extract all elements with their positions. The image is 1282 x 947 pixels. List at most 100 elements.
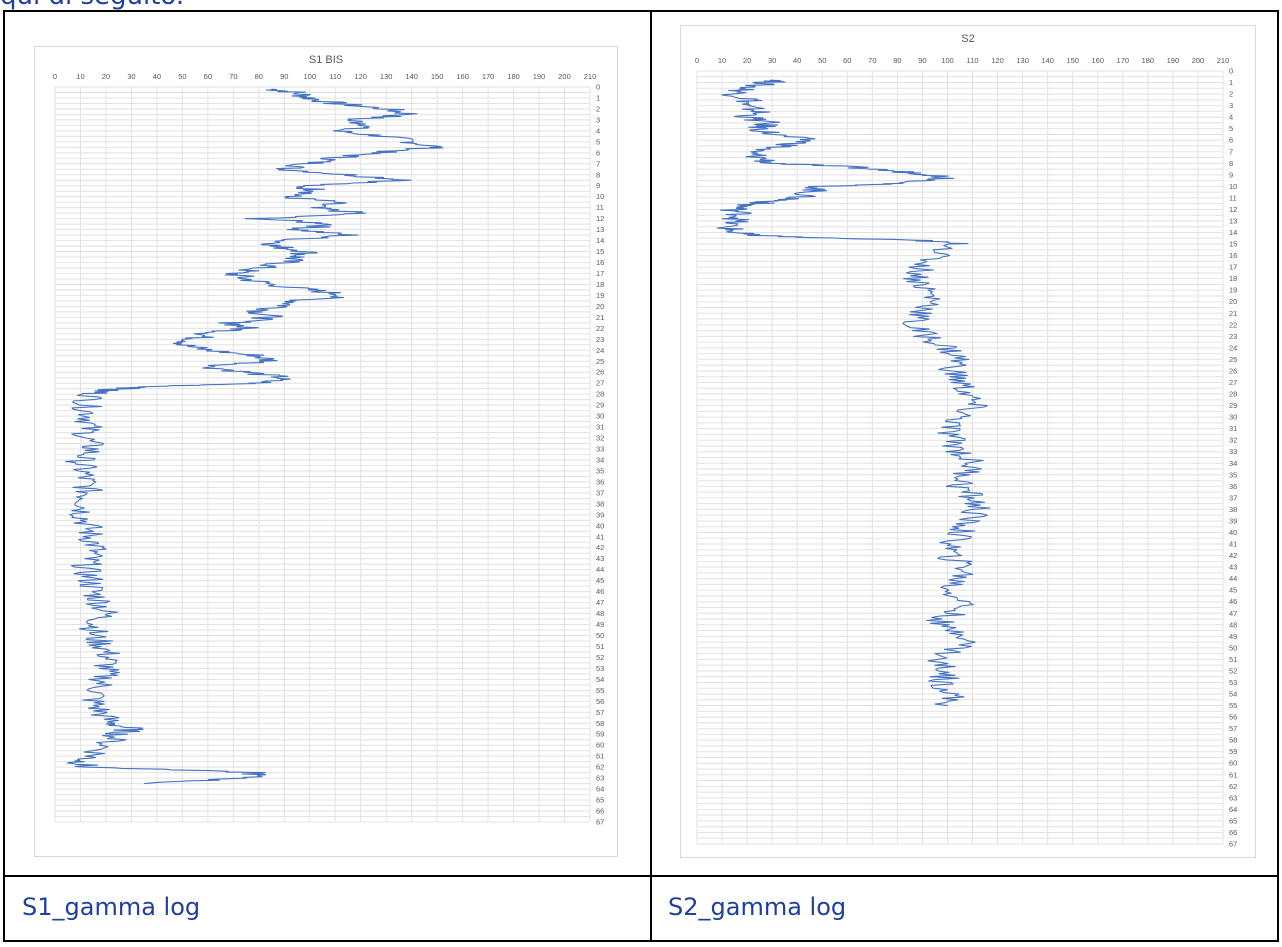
x-tick-label: 110 [967,56,979,65]
y-tick-label: 25 [1229,355,1237,364]
y-tick-label: 53 [1229,678,1237,687]
y-tick-label: 67 [1229,840,1237,849]
y-tick-label: 13 [596,225,604,234]
y-tick-label: 39 [1229,516,1237,525]
x-tick-label: 150 [1066,56,1079,65]
y-tick-label: 48 [1229,620,1237,629]
x-tick-label: 130 [1016,56,1029,65]
series-line [65,88,444,785]
y-tick-label: 10 [596,192,604,201]
y-tick-label: 52 [596,653,604,662]
y-tick-label: 45 [1229,586,1237,595]
x-tick-label: 190 [533,72,546,81]
y-tick-label: 44 [1229,574,1237,583]
y-tick-label: 1 [1229,78,1233,87]
x-tick-label: 60 [843,56,851,65]
y-tick-label: 56 [596,697,604,706]
y-tick-label: 13 [1229,216,1237,225]
x-tick-label: 70 [868,56,876,65]
y-tick-label: 3 [1229,101,1233,110]
y-tick-label: 14 [596,236,604,245]
y-tick-label: 57 [596,708,604,717]
y-tick-label: 60 [1229,759,1237,768]
y-tick-label: 46 [1229,597,1237,606]
y-tick-label: 26 [1229,366,1237,375]
caption-s2-gamma-log: S2_gamma log [668,893,847,921]
x-tick-label: 80 [255,72,263,81]
x-tick-label: 120 [354,72,367,81]
table-frame [3,10,1279,942]
series-line [716,79,991,707]
x-tick-label: 80 [893,56,901,65]
y-tick-label: 53 [596,664,604,673]
y-tick-label: 9 [596,181,600,190]
x-tick-label: 140 [1041,56,1054,65]
x-tick-label: 120 [991,56,1004,65]
y-tick-label: 61 [1229,770,1237,779]
y-tick-label: 2 [596,104,600,113]
y-tick-label: 30 [596,412,604,421]
y-tick-label: 18 [1229,274,1237,283]
y-tick-label: 37 [596,488,604,497]
x-tick-label: 150 [431,72,444,81]
x-tick-label: 40 [153,72,161,81]
y-tick-label: 19 [596,291,604,300]
y-tick-label: 44 [596,565,604,574]
y-tick-label: 61 [596,752,604,761]
y-tick-label: 4 [596,126,600,135]
y-tick-label: 43 [596,554,604,563]
y-tick-label: 58 [596,719,604,728]
y-tick-label: 64 [596,785,604,794]
x-tick-label: 160 [456,72,469,81]
y-tick-label: 55 [1229,701,1237,710]
y-tick-label: 9 [1229,170,1233,179]
y-tick-label: 50 [596,631,604,640]
y-tick-label: 1 [596,93,600,102]
y-tick-label: 56 [1229,713,1237,722]
y-tick-label: 59 [596,730,604,739]
y-tick-label: 31 [1229,424,1237,433]
y-tick-label: 58 [1229,736,1237,745]
chart-s2: S2 0 10 20 30 40 50 60 70 80 90 100 110 120 130 140 150 1… [680,25,1256,858]
y-tick-label: 34 [1229,459,1237,468]
y-tick-label: 5 [1229,124,1233,133]
x-tick-label: 0 [695,56,699,65]
y-tick-label: 31 [596,423,604,432]
y-tick-label: 66 [596,807,604,816]
y-tick-label: 14 [1229,228,1237,237]
y-tick-label: 63 [1229,793,1237,802]
y-tick-label: 21 [596,313,604,322]
y-tick-label: 63 [596,774,604,783]
y-tick-label: 7 [1229,147,1233,156]
x-tick-label: 50 [178,72,186,81]
y-tick-label: 47 [596,598,604,607]
y-tick-label: 8 [1229,159,1233,168]
y-tick-label: 50 [1229,643,1237,652]
y-tick-label: 12 [596,214,604,223]
y-tick-label: 62 [1229,782,1237,791]
y-tick-label: 29 [1229,401,1237,410]
y-tick-label: 51 [1229,655,1237,664]
y-tick-label: 25 [596,357,604,366]
y-tick-label: 24 [596,346,604,355]
chart-svg: S20 10 20 30 40 50 60 70 80 90 100 110 120 130 140 150 1… [695,33,1237,849]
y-tick-label: 23 [596,335,604,344]
y-tick-label: 35 [1229,470,1237,479]
y-tick-label: 42 [596,543,604,552]
y-tick-label: 64 [1229,805,1237,814]
y-tick-label: 21 [1229,309,1237,318]
y-tick-label: 60 [596,741,604,750]
y-tick-label: 43 [1229,563,1237,572]
chart-s1-bis: S1 BIS 0 10 20 30 40 50 60 70 80 90 100 110 120 130 140… [34,46,618,857]
x-tick-label: 30 [768,56,776,65]
y-tick-label: 36 [1229,482,1237,491]
y-tick-label: 8 [596,170,600,179]
table-vertical-divider [650,10,652,942]
x-tick-label: 30 [127,72,135,81]
y-tick-label: 12 [1229,205,1237,214]
y-tick-label: 40 [1229,528,1237,537]
y-tick-label: 30 [1229,413,1237,422]
y-tick-label: 0 [596,83,600,92]
x-tick-label: 180 [1142,56,1155,65]
